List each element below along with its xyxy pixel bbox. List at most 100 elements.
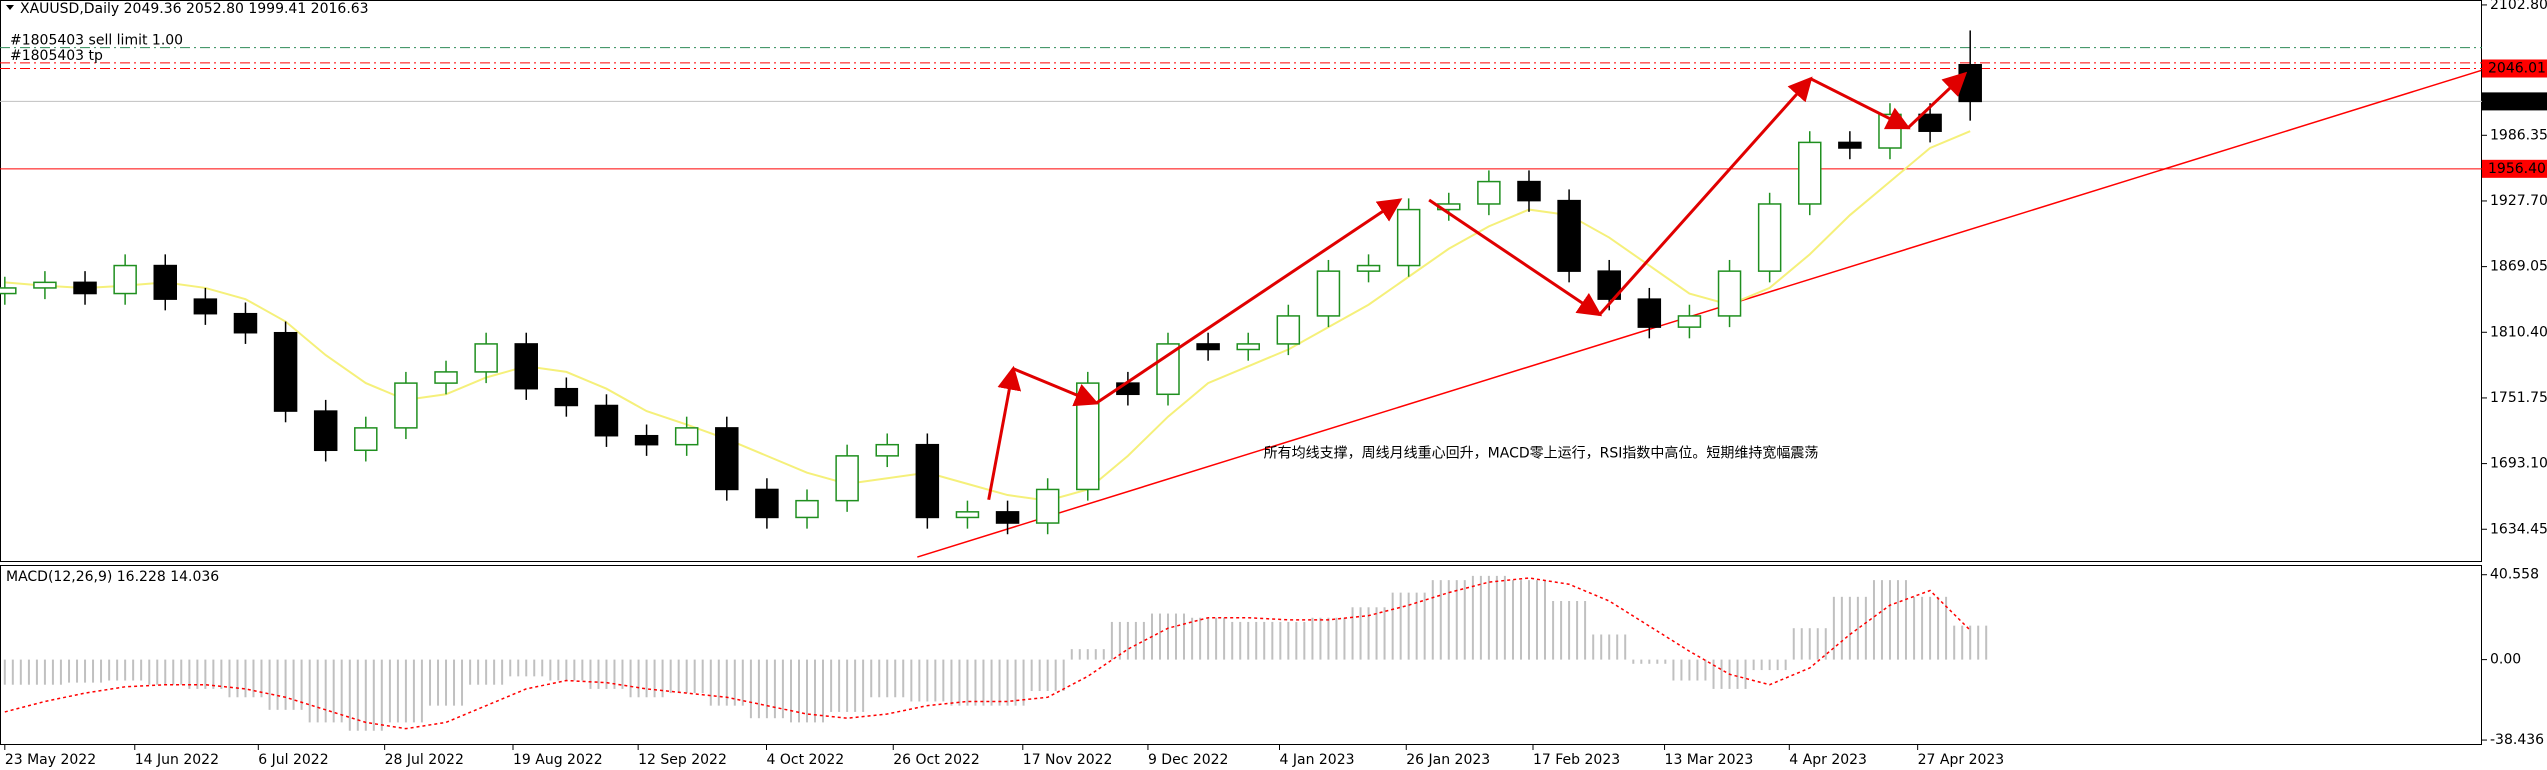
x-tick-label: 6 Jul 2022 (258, 752, 328, 768)
x-tick-label: 17 Feb 2023 (1533, 752, 1620, 768)
trendline (917, 69, 2482, 558)
candle-body (1477, 180, 1501, 205)
moving-average (4, 130, 1971, 502)
x-tick-label: 13 Mar 2023 (1665, 752, 1754, 768)
macd-signal (4, 577, 1971, 730)
macd-frame (0, 565, 2482, 745)
candle-body (514, 343, 538, 390)
candle-body (594, 404, 619, 437)
price-label-bg (2482, 59, 2547, 78)
candle-body (193, 298, 218, 315)
macd-y-tick-label: -38.436 (2490, 732, 2544, 748)
candle-body (474, 343, 498, 373)
candle-body (113, 264, 137, 295)
y-tick-label: 1693.10 (2490, 456, 2547, 472)
candle-body (1236, 343, 1260, 351)
candle-body (674, 427, 699, 446)
x-tick-label: 26 Jan 2023 (1406, 752, 1490, 768)
arrow (1428, 198, 1603, 317)
candle-body (233, 312, 258, 334)
arrow (1906, 71, 1968, 129)
candle-body (434, 371, 458, 384)
level-label: #1805403 sell limit 1.00 (10, 33, 183, 49)
price-label-bg (2482, 159, 2547, 178)
candle-body (1637, 298, 1662, 328)
x-tick-label: 28 Jul 2022 (385, 752, 464, 768)
menu-icon[interactable] (6, 5, 14, 10)
x-tick-label: 27 Apr 2023 (1918, 752, 2005, 768)
x-tick-label: 19 Aug 2022 (513, 752, 603, 768)
x-tick-label: 12 Sep 2022 (638, 752, 727, 768)
macd-y-tick-label: 0.00 (2490, 652, 2521, 668)
candle-body (394, 382, 418, 429)
x-tick-label: 4 Apr 2023 (1789, 752, 1867, 768)
x-tick-label: 14 Jun 2022 (135, 752, 219, 768)
price-label: 1956.40 (2488, 161, 2546, 177)
y-tick-label: 1869.05 (2490, 259, 2547, 275)
y-tick-label: 1810.40 (2490, 324, 2547, 340)
candle-body (1196, 343, 1220, 351)
candle-body (915, 443, 940, 519)
candle-body (153, 264, 178, 300)
arrow (1012, 367, 1099, 407)
main-frame (0, 0, 2482, 562)
macd-title: MACD(12,26,9) 16.228 14.036 (6, 569, 219, 585)
header: XAUUSD,Daily 2049.36 2052.80 1999.41 201… (20, 1, 369, 17)
candle-body (1517, 180, 1541, 202)
candle-body (1156, 343, 1180, 396)
x-tick-label: 26 Oct 2022 (893, 752, 980, 768)
y-tick-label: 2102.80 (2490, 0, 2547, 13)
candle-body (1717, 270, 1742, 317)
candle-body (1757, 203, 1782, 272)
candle-body (1838, 141, 1862, 149)
arrow (1809, 77, 1911, 130)
candle-body (715, 427, 739, 491)
candle-body (1597, 270, 1621, 300)
candle-body (1918, 113, 1942, 132)
candle-body (634, 434, 659, 446)
candle-body (835, 455, 859, 502)
candle-body (1356, 264, 1381, 272)
level-label: #1805403 tp (10, 48, 103, 64)
annotation: 所有均线支撑，周线月线重心回升，MACD零上运行，RSI指数中高位。短期维持宽幅… (1264, 445, 1819, 462)
candle-body (1076, 382, 1100, 491)
arrow (1095, 198, 1403, 405)
y-tick-label: 1634.45 (2490, 521, 2547, 537)
candle-body (1677, 315, 1702, 328)
candle-body (955, 511, 980, 519)
x-tick-label: 4 Jan 2023 (1280, 752, 1355, 768)
candle-body (1316, 270, 1341, 317)
candle-body (73, 281, 97, 295)
price-label-bg (2482, 92, 2547, 111)
y-tick-label: 1927.70 (2490, 193, 2547, 209)
price-label: 2046.01 (2488, 61, 2546, 77)
candle-body (1396, 208, 1421, 267)
arrow (987, 365, 1022, 501)
candle-body (273, 331, 298, 412)
candle-body (354, 427, 378, 452)
candle-body (1035, 488, 1060, 524)
candle-body (1958, 64, 1982, 103)
candle-body (313, 410, 338, 452)
candle-body (554, 387, 579, 407)
x-tick-label: 17 Nov 2022 (1023, 752, 1113, 768)
candle-body (875, 443, 899, 457)
candle-body (795, 499, 819, 519)
candle-body (33, 281, 57, 289)
x-tick-label: 9 Dec 2022 (1148, 752, 1229, 768)
y-tick-label: 1986.35 (2490, 127, 2547, 143)
candle-body (1798, 141, 1822, 205)
x-tick-label: 4 Oct 2022 (767, 752, 845, 768)
macd-y-tick-label: 40.558 (2490, 567, 2539, 583)
arrow (1598, 76, 1813, 316)
candle-body (1276, 315, 1301, 345)
x-tick-label: 23 May 2022 (5, 752, 96, 768)
candle-body (755, 488, 779, 519)
candle-body (0, 287, 17, 295)
candle-body (1557, 199, 1581, 272)
candle-body (995, 511, 1020, 524)
price-label: 2016.63 (2488, 93, 2546, 109)
y-tick-label: 1751.75 (2490, 390, 2547, 406)
